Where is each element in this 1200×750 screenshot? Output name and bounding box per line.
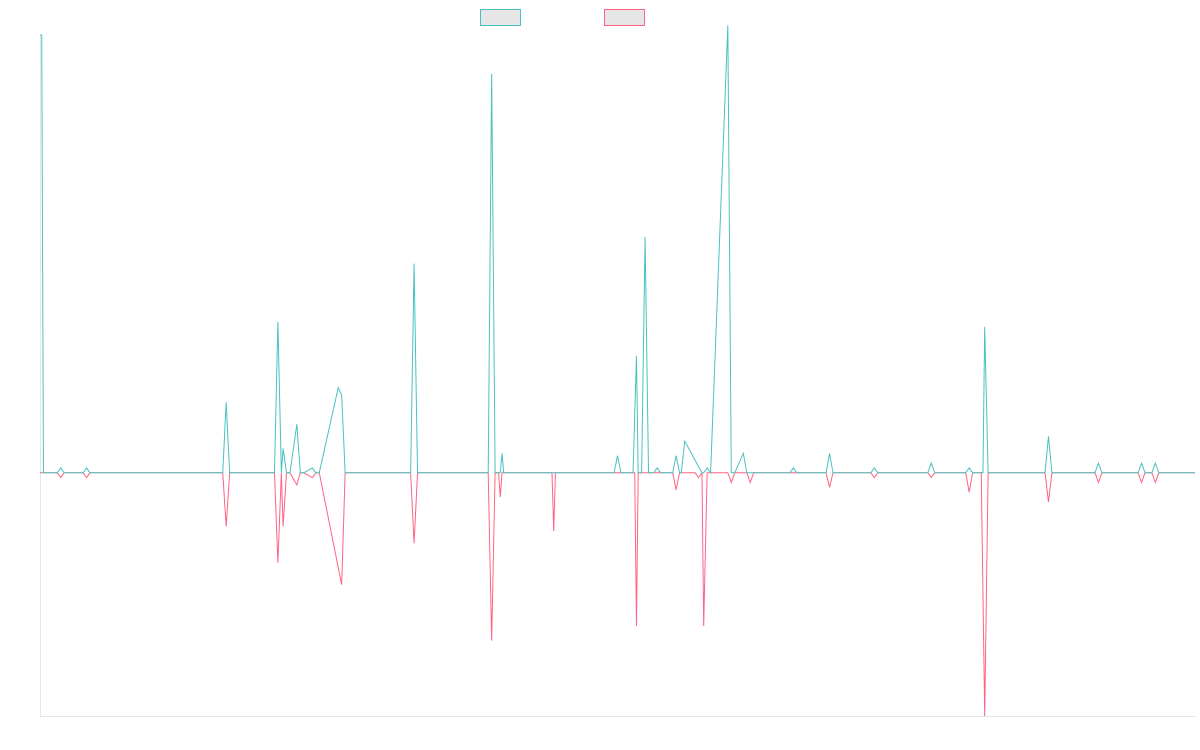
legend-swatch-2[interactable] — [604, 9, 645, 26]
legend-swatch-1[interactable] — [480, 9, 521, 26]
legend — [480, 9, 645, 26]
series-line-1 — [40, 25, 1195, 475]
axes — [40, 35, 1195, 717]
plot-area — [40, 25, 1195, 717]
series-line-2 — [40, 471, 1195, 717]
